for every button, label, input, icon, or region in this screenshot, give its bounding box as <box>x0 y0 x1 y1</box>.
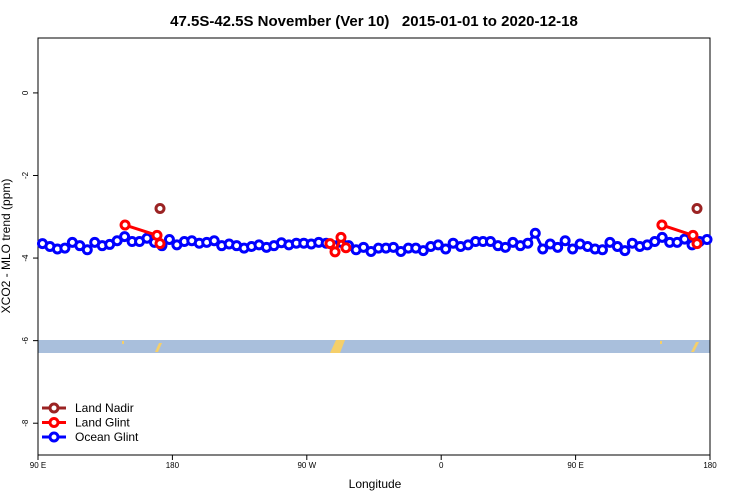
plot-layer: 0 -2 -4 -6 -8 90 E 180 90 W 0 90 E 180 Land NadirLa… <box>21 90 717 470</box>
series-point <box>687 229 699 241</box>
series-point <box>679 233 691 245</box>
series-point <box>537 243 549 255</box>
series-point <box>81 244 93 256</box>
series-point <box>522 237 534 249</box>
series-point <box>335 231 347 243</box>
x-tick-label: 90 E <box>30 461 46 470</box>
legend-marker <box>48 431 60 443</box>
y-tick-label: -6 <box>21 337 30 345</box>
series-point <box>163 233 175 245</box>
legend-label: Land Nadir <box>75 401 134 415</box>
x-tick-label: 180 <box>166 461 180 470</box>
series-point <box>119 231 131 243</box>
series-point <box>656 219 668 231</box>
series-point <box>208 235 220 247</box>
y-axis-label: XCO2 - MLO trend (ppm) <box>0 179 13 314</box>
series-point <box>691 203 703 215</box>
legend-label: Ocean Glint <box>75 430 139 444</box>
series-point <box>59 242 71 254</box>
series-point <box>656 231 668 243</box>
x-tick-label: 180 <box>703 461 717 470</box>
legend-marker <box>48 402 60 414</box>
y-tick-label: -8 <box>21 419 30 427</box>
series-point <box>154 203 166 215</box>
y-tick-label: 0 <box>21 90 30 95</box>
series-point <box>499 241 511 253</box>
legend-marker <box>48 417 60 428</box>
y-tick-label: -4 <box>21 254 30 262</box>
x-tick-label: 90 W <box>297 461 316 470</box>
series-point <box>119 219 131 231</box>
x-axis-label: Longitude <box>349 477 402 491</box>
chart-title: 47.5S-42.5S November (Ver 10) 2015-01-01… <box>170 13 578 30</box>
series-point <box>552 241 564 253</box>
x-tick-label: 0 <box>439 461 444 470</box>
series-point <box>529 227 541 239</box>
series-point <box>440 243 452 255</box>
series-point <box>559 235 571 247</box>
series-point <box>154 238 166 250</box>
series-point <box>567 243 579 255</box>
legend-label: Land Glint <box>75 416 130 430</box>
y-tick-label: -2 <box>21 171 30 179</box>
series-point <box>340 242 352 254</box>
series-point <box>691 238 703 250</box>
surface-band <box>38 340 710 353</box>
series-point <box>619 245 631 257</box>
series-point <box>701 233 713 245</box>
land-marks <box>122 340 699 353</box>
series-point <box>596 244 608 256</box>
series-point <box>329 246 341 258</box>
x-tick-label: 90 E <box>567 461 583 470</box>
series-point <box>324 238 336 250</box>
